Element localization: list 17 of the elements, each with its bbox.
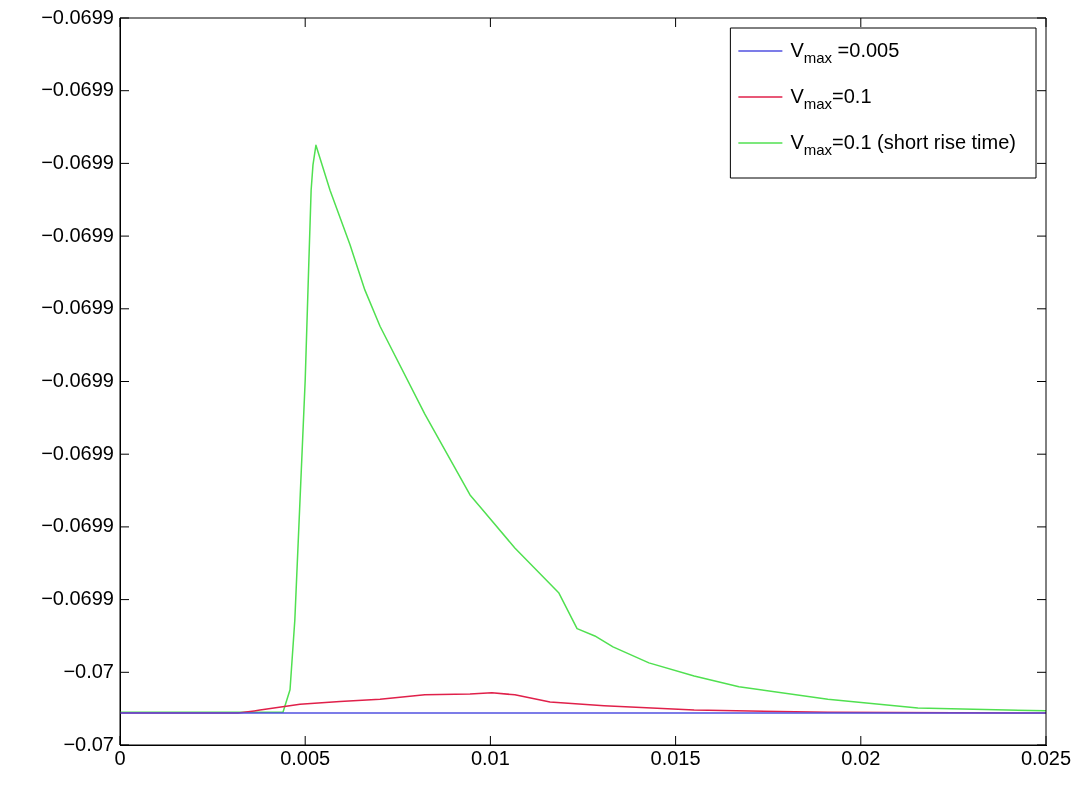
x-tick-label: 0.01 <box>470 746 510 769</box>
y-tick-label: −0.0699 <box>41 150 114 173</box>
y-tick-label: −0.0699 <box>41 296 114 319</box>
y-tick-label: −0.0699 <box>41 369 114 392</box>
x-tick-label: 0.015 <box>650 746 701 769</box>
y-tick-label: −0.0699 <box>41 223 114 246</box>
x-tick-label: 0.025 <box>1020 746 1072 769</box>
y-tick-label: −0.0699 <box>41 514 114 537</box>
x-tick-label: 0.005 <box>280 746 331 769</box>
y-tick-label: −0.07 <box>63 732 114 755</box>
x-tick-label: 0 <box>114 746 126 769</box>
y-tick-label: −0.07 <box>63 659 114 682</box>
y-tick-label: −0.0699 <box>41 441 114 464</box>
y-tick-label: −0.0699 <box>41 587 114 610</box>
y-tick-label: −0.0699 <box>41 5 114 28</box>
x-tick-label: 0.02 <box>841 746 881 769</box>
y-tick-label: −0.0699 <box>41 78 114 101</box>
